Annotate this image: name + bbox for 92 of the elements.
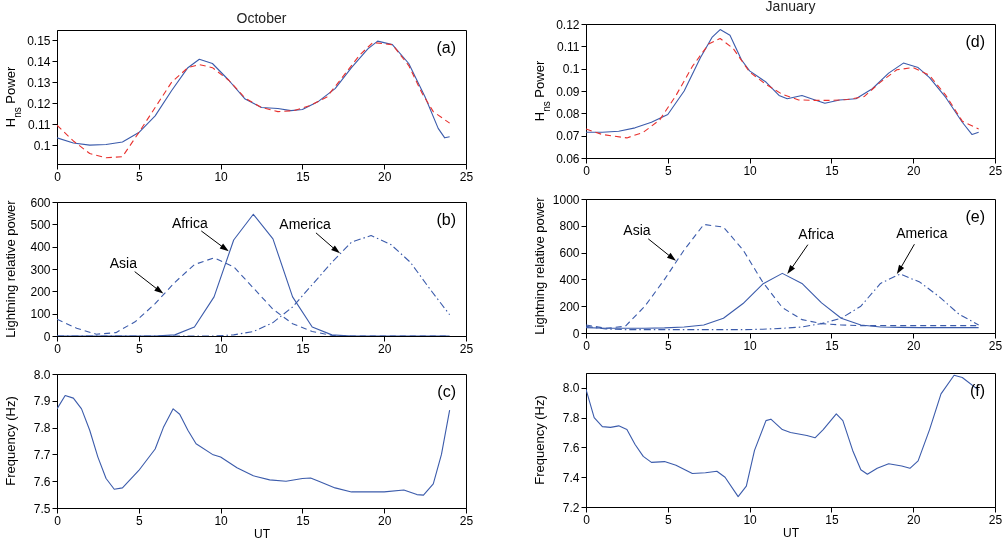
y-tick-label: 7.7 [33, 447, 51, 462]
y-tick-label: 300 [30, 262, 51, 277]
y-tick-label: 200 [30, 284, 51, 299]
annotation: (a) [436, 39, 456, 56]
y-tick-label: 400 [30, 240, 51, 255]
y-tick-label: 0 [572, 326, 580, 341]
y-tick-label: 0.12 [556, 17, 580, 32]
y-tick-label: 7.2 [562, 500, 580, 515]
x-tick-label: 10 [743, 338, 758, 353]
annotation: Africa [798, 225, 835, 242]
x-tick-label: 25 [988, 163, 1003, 178]
y-tick-label: 0.11 [28, 117, 51, 132]
x-tick-label: 10 [214, 513, 229, 528]
annotation: Asia [623, 222, 651, 239]
y-tick-label: 7.6 [562, 440, 580, 455]
y-tick-label: 500 [30, 217, 51, 232]
x-tick-label: 15 [296, 169, 310, 184]
y-tick-label: 600 [30, 195, 51, 210]
y-tick-label: 600 [559, 246, 580, 261]
annotation: (e) [965, 208, 985, 225]
y-tick-label: 0.07 [556, 129, 580, 144]
x-tick-label: 20 [378, 513, 392, 528]
x-tick-label: 5 [135, 169, 143, 184]
x-tick-label: 15 [296, 341, 310, 356]
x-tick-label: 0 [583, 512, 591, 527]
x-tick-label: 20 [907, 338, 921, 353]
y-tick-label: 7.6 [33, 474, 51, 489]
annotation: (f) [969, 382, 985, 399]
y-tick-label: 7.8 [562, 411, 580, 426]
y-tick-label: 100 [30, 307, 51, 322]
x-tick-label: 10 [214, 169, 229, 184]
x-tick-label: 15 [825, 338, 839, 353]
y-tick-label: 8.0 [562, 381, 580, 396]
annotation: America [279, 216, 331, 233]
annotation: Asia [109, 255, 138, 272]
y-tick-label: 1000 [552, 192, 580, 207]
y-tick-label: 0.08 [556, 106, 580, 121]
x-tick-label: 10 [743, 163, 758, 178]
x-tick-label: 20 [378, 341, 392, 356]
x-tick-label: 5 [664, 512, 672, 527]
x-tick-label: 25 [988, 338, 1003, 353]
y-tick-label: 8.0 [33, 367, 51, 382]
y-tick-label: 0.09 [556, 84, 580, 99]
y-tick-label: 7.8 [33, 421, 51, 436]
y-tick-label: 200 [559, 299, 580, 314]
x-tick-label: 20 [907, 163, 921, 178]
y-tick-label: 0.12 [27, 96, 51, 111]
x-tick-label: 25 [459, 341, 474, 356]
y-tick-label: 0.06 [556, 151, 580, 166]
y-tick-label: 0.1 [562, 62, 580, 77]
chart-title: January [765, 0, 816, 14]
x-tick-label: 10 [214, 341, 229, 356]
x-axis-title: UT [783, 525, 800, 540]
x-axis-title: UT [254, 526, 271, 541]
annotation: America [896, 224, 948, 241]
annotation: (b) [436, 211, 456, 228]
x-tick-label: 10 [743, 512, 758, 527]
x-tick-label: 5 [664, 163, 672, 178]
y-axis-title: Frequency (Hz) [532, 395, 547, 485]
y-axis-title: Frequency (Hz) [3, 396, 18, 486]
y-tick-label: 7.9 [33, 394, 51, 409]
y-tick-label: 0.1 [33, 138, 51, 153]
x-tick-label: 5 [664, 338, 672, 353]
x-tick-label: 0 [54, 513, 62, 528]
annotation: (d) [965, 33, 985, 50]
chart-title: October [236, 10, 287, 26]
annotation: (c) [437, 383, 456, 400]
x-tick-label: 25 [459, 513, 474, 528]
x-tick-label: 20 [907, 512, 921, 527]
x-tick-label: 5 [135, 341, 143, 356]
x-tick-label: 0 [54, 341, 62, 356]
x-tick-label: 25 [459, 169, 474, 184]
x-tick-label: 20 [378, 169, 392, 184]
x-tick-label: 0 [583, 163, 591, 178]
y-axis-title: Lightning relative power [532, 196, 547, 335]
x-tick-label: 15 [825, 512, 839, 527]
y-tick-label: 7.4 [562, 470, 580, 485]
y-tick-label: 0.15 [27, 33, 51, 48]
y-tick-label: 0.14 [27, 54, 51, 69]
y-axis-title: Lightning relative power [3, 199, 18, 338]
x-tick-label: 0 [54, 169, 62, 184]
y-tick-label: 7.5 [33, 501, 51, 516]
y-tick-label: 400 [559, 272, 580, 287]
y-tick-label: 0.13 [27, 75, 51, 90]
x-tick-label: 25 [988, 512, 1003, 527]
x-tick-label: 15 [825, 163, 839, 178]
x-tick-label: 0 [583, 338, 591, 353]
x-tick-label: 5 [135, 513, 143, 528]
y-tick-label: 800 [559, 219, 580, 234]
x-tick-label: 15 [296, 513, 310, 528]
y-tick-label: 0.11 [557, 39, 580, 54]
annotation: Africa [171, 214, 208, 231]
